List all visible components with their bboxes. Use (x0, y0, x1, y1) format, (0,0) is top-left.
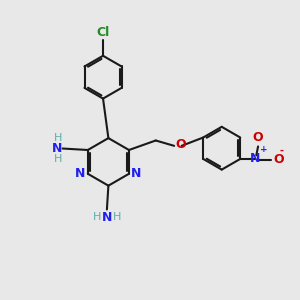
Text: H: H (54, 133, 62, 143)
Text: N: N (75, 167, 86, 180)
Text: H: H (113, 212, 121, 222)
Text: H: H (93, 212, 101, 222)
Text: +: + (260, 146, 268, 154)
Text: O: O (274, 153, 284, 166)
Text: H: H (54, 154, 62, 164)
Text: N: N (102, 211, 112, 224)
Text: O: O (253, 131, 263, 144)
Text: N: N (250, 152, 260, 165)
Text: N: N (131, 167, 142, 180)
Text: Cl: Cl (96, 26, 110, 38)
Text: N: N (52, 142, 62, 155)
Text: -: - (280, 146, 284, 155)
Text: O: O (175, 138, 186, 151)
